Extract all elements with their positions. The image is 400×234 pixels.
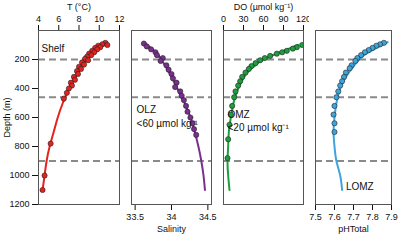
svg-text:7.6: 7.6 [328,212,341,222]
svg-text:6: 6 [56,14,61,24]
svg-text:800: 800 [14,141,29,151]
svg-text:1000: 1000 [9,170,29,180]
svg-text:30: 30 [238,14,248,24]
svg-text:8: 8 [76,14,81,24]
svg-text:<20 µmol kg⁻¹: <20 µmol kg⁻¹ [228,122,290,133]
svg-text:34: 34 [166,212,176,222]
svg-text:90: 90 [278,14,288,24]
svg-text:7.8: 7.8 [366,212,379,222]
svg-text:120: 120 [296,14,309,24]
svg-text:60: 60 [258,14,268,24]
svg-text:7.5: 7.5 [309,212,322,222]
svg-text:600: 600 [14,112,29,122]
svg-text:0: 0 [221,14,226,24]
svg-text:400: 400 [14,83,29,93]
svg-text:1200: 1200 [9,199,29,209]
svg-text:OLZ: OLZ [137,104,156,115]
svg-text:7.9: 7.9 [385,212,398,222]
svg-text:Depth (m): Depth (m) [2,97,12,137]
svg-text:4: 4 [36,14,41,24]
svg-text:12: 12 [114,14,124,24]
svg-text:LOMZ: LOMZ [346,181,374,192]
svg-text:T (°C): T (°C) [67,2,91,12]
svg-text:10: 10 [94,14,104,24]
svg-text:200: 200 [14,54,29,64]
svg-text:DO (µmol kg⁻¹): DO (µmol kg⁻¹) [234,2,294,12]
svg-text:Shelf: Shelf [42,43,65,54]
svg-text:pHTotal: pHTotal [338,224,369,234]
svg-text:34.5: 34.5 [199,212,217,222]
svg-text:OMZ: OMZ [228,109,250,120]
svg-text:7.7: 7.7 [347,212,360,222]
svg-text:Salinity: Salinity [157,224,187,234]
svg-text:33.5: 33.5 [126,212,144,222]
svg-text:<60 µmol kg⁻¹: <60 µmol kg⁻¹ [137,118,199,129]
